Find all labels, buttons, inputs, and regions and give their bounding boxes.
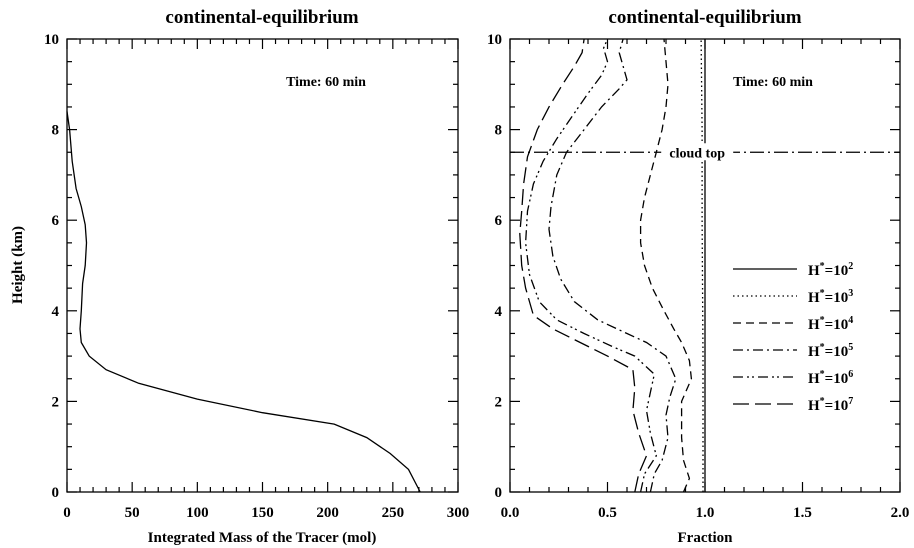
right-series-line-6 xyxy=(519,38,648,493)
legend-label-1: H*=102 xyxy=(808,261,853,279)
left-x-tick-label: 150 xyxy=(251,505,274,521)
right-x-tick-label: 0.0 xyxy=(501,505,520,521)
left-x-tick-label: 100 xyxy=(186,505,209,521)
right-y-tick-label: 8 xyxy=(495,123,503,139)
left-y-tick-label: 8 xyxy=(52,123,60,139)
right-series-line-2 xyxy=(700,38,704,492)
right-y-tick-label: 10 xyxy=(487,32,502,48)
left-y-axis-label: Height (km) xyxy=(10,226,26,304)
left-chart-title: continental-equilibrium xyxy=(165,7,358,28)
legend-label-5: H*=106 xyxy=(808,369,853,387)
legend-label-3: H*=104 xyxy=(808,315,853,333)
left-panel: continental-equilibrium 0 2 4 6 8 10 0 50 100 15… xyxy=(10,7,469,546)
left-y-tick-label: 2 xyxy=(52,394,60,410)
right-x-tick-label: 2.0 xyxy=(891,505,910,521)
left-y-tick-label: 4 xyxy=(52,304,60,320)
right-series-group xyxy=(519,38,706,493)
left-y-tick-label: 10 xyxy=(44,32,59,48)
left-y-axis: 0 2 4 6 8 10 xyxy=(44,32,458,501)
left-x-tick-label: 0 xyxy=(63,505,71,521)
right-y-tick-label: 4 xyxy=(495,304,503,320)
left-x-tick-label: 300 xyxy=(447,505,470,521)
right-time-annotation: Time: 60 min xyxy=(733,75,813,90)
right-panel: continental-equilibrium 0 2 4 6 8 10 0.0 0.5 1.… xyxy=(487,7,909,546)
right-x-axis: 0.0 0.5 1.0 1.5 2.0 xyxy=(501,39,910,521)
right-series-line-5 xyxy=(524,38,658,493)
left-x-tick-label: 50 xyxy=(125,505,140,521)
right-chart-title: continental-equilibrium xyxy=(608,7,801,28)
legend: H*=102 H*=103 H*=104 H*=105 H*=106 H*=107 xyxy=(733,261,853,414)
cloud-top-label-bg xyxy=(661,143,734,161)
legend-label-2: H*=103 xyxy=(808,288,853,306)
legend-label-6: H*=107 xyxy=(808,396,853,414)
right-series-line-4 xyxy=(548,38,677,493)
right-x-axis-label: Fraction xyxy=(678,530,734,546)
left-x-axis-label: Integrated Mass of the Tracer (mol) xyxy=(148,530,377,546)
left-y-tick-label: 0 xyxy=(52,485,60,501)
cloud-top-label: cloud top xyxy=(669,146,725,161)
right-x-tick-label: 1.5 xyxy=(793,505,812,521)
right-y-tick-label: 2 xyxy=(495,394,503,410)
right-y-tick-label: 6 xyxy=(495,213,503,229)
left-y-tick-label: 6 xyxy=(52,213,60,229)
left-x-tick-label: 250 xyxy=(382,505,405,521)
left-series-group xyxy=(66,111,421,493)
left-x-axis: 0 50 100 150 200 250 300 xyxy=(63,39,469,521)
right-x-tick-label: 0.5 xyxy=(598,505,617,521)
left-x-tick-label: 200 xyxy=(316,505,339,521)
right-y-tick-label: 0 xyxy=(495,485,503,501)
left-time-annotation: Time: 60 min xyxy=(286,75,366,90)
right-x-tick-label: 1.0 xyxy=(696,505,715,521)
right-series-line-3 xyxy=(639,38,693,493)
legend-label-4: H*=105 xyxy=(808,342,853,360)
left-series-line-1 xyxy=(66,111,421,493)
left-plot-frame xyxy=(66,38,459,493)
